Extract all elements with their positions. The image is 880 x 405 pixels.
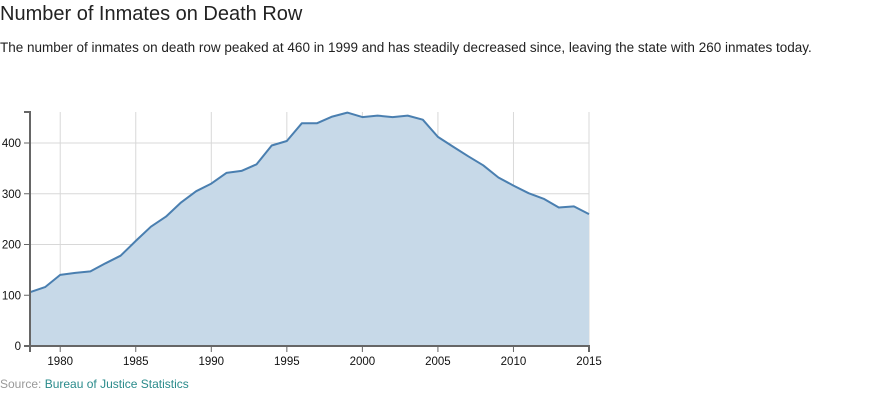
y-tick-label: 400 bbox=[2, 138, 21, 150]
x-tick-label: 2000 bbox=[350, 356, 376, 368]
x-tick-2010: 2010 bbox=[501, 346, 527, 368]
y-tick-label: 0 bbox=[15, 341, 21, 353]
source-link[interactable]: Bureau of Justice Statistics bbox=[44, 377, 189, 391]
source-label: Source: bbox=[0, 377, 42, 391]
y-tick-label: 100 bbox=[2, 290, 21, 302]
x-tick-label: 2005 bbox=[425, 356, 451, 368]
series-line bbox=[29, 111, 590, 294]
page-title: Number of Inmates on Death Row bbox=[0, 3, 303, 25]
x-tick-label: 1980 bbox=[47, 356, 73, 368]
x-tick-1990: 1990 bbox=[199, 346, 225, 368]
y-tick-400: 400 bbox=[2, 138, 30, 150]
y-tick-200: 200 bbox=[2, 240, 30, 252]
x-axis-line bbox=[29, 345, 590, 352]
y-tick-300: 300 bbox=[2, 189, 30, 201]
x-tick-1985: 1985 bbox=[123, 346, 149, 368]
source-note: Source: Bureau of Justice Statistics bbox=[0, 377, 189, 391]
x-tick-2015: 2015 bbox=[576, 346, 602, 368]
x-axis: 1980 1985 1990 1995 2000 2005 2010 2015 bbox=[29, 345, 602, 368]
y-tick-100: 100 bbox=[2, 290, 30, 302]
y-tick-label: 200 bbox=[2, 240, 21, 252]
y-tick-label: 300 bbox=[2, 189, 21, 201]
x-tick-label: 1995 bbox=[274, 356, 300, 368]
area-fill bbox=[30, 112, 589, 346]
x-tick-2005: 2005 bbox=[425, 346, 451, 368]
x-tick-label: 2015 bbox=[576, 356, 602, 368]
chart-description: The number of inmates on death row peake… bbox=[0, 40, 812, 55]
x-tick-label: 1985 bbox=[123, 356, 149, 368]
y-axis: 0 100 200 300 400 bbox=[2, 111, 31, 353]
y-axis-line bbox=[24, 111, 31, 347]
x-tick-2000: 2000 bbox=[350, 346, 376, 368]
x-tick-1980: 1980 bbox=[47, 346, 73, 368]
x-tick-label: 1990 bbox=[199, 356, 225, 368]
x-tick-1995: 1995 bbox=[274, 346, 300, 368]
x-tick-label: 2010 bbox=[501, 356, 527, 368]
